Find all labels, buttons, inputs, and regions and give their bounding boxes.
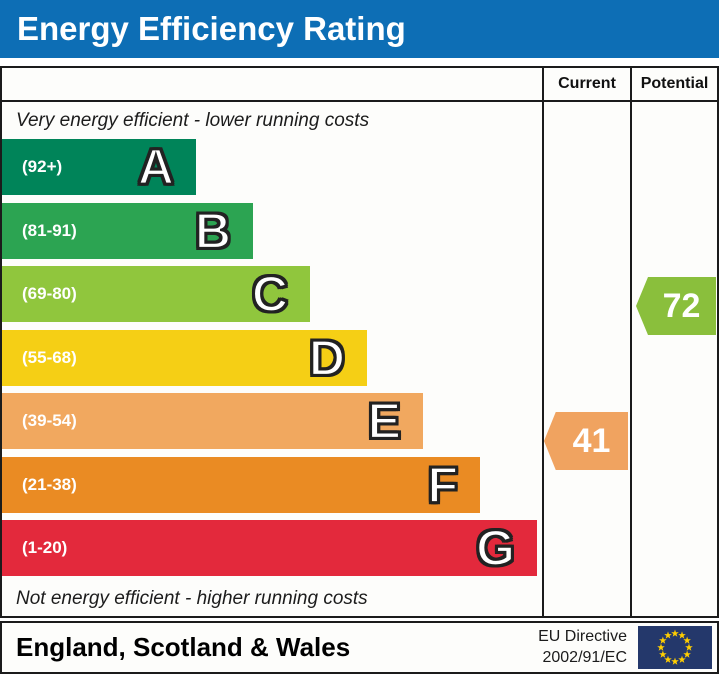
band-a: (92+) A <box>2 139 196 195</box>
band-range-label: (1-20) <box>22 538 68 557</box>
band-g: (1-20) G <box>2 520 537 576</box>
eu-directive-line1: EU Directive <box>538 627 627 645</box>
band-letter: D <box>308 329 346 386</box>
potential-value: 72 <box>662 286 701 325</box>
band-d: (55-68) D <box>2 329 367 386</box>
top-note: Very energy efficient - lower running co… <box>16 110 370 131</box>
band-e: (39-54) E <box>2 393 423 449</box>
band-range-label: (55-68) <box>22 347 77 367</box>
band-letter: F <box>426 456 459 513</box>
eu-directive-label: EU Directive 2002/91/EC <box>538 627 627 669</box>
band-b: (81-91) B <box>2 202 253 259</box>
region-label: England, Scotland & Wales <box>16 632 351 662</box>
band-c: (69-80) C <box>2 266 310 322</box>
band-range-label: (92+) <box>22 157 63 176</box>
footer: England, Scotland & Wales EU Directive 2… <box>0 621 719 674</box>
potential-column-header: Potential <box>640 75 709 92</box>
table-header-row <box>2 68 717 102</box>
current-value: 41 <box>572 421 611 460</box>
current-marker: 41 <box>544 412 628 470</box>
band-letter: B <box>194 202 232 259</box>
bottom-note: Not energy efficient - higher running co… <box>16 588 368 609</box>
page-title: Energy Efficiency Rating <box>17 10 406 47</box>
title-bar: Energy Efficiency Rating <box>0 0 719 58</box>
band-letter: E <box>367 393 403 449</box>
current-column-divider <box>542 68 544 616</box>
band-letter: A <box>137 139 175 195</box>
potential-marker: 72 <box>636 277 716 335</box>
current-column-header: Current <box>558 75 616 92</box>
band-letter: C <box>251 266 289 322</box>
eu-flag-stars <box>638 626 712 669</box>
eu-flag-icon <box>638 626 712 669</box>
band-letter: G <box>475 520 516 576</box>
band-f: (21-38) F <box>2 456 480 513</box>
band-range-label: (21-38) <box>22 474 77 494</box>
band-range-label: (81-91) <box>22 220 77 240</box>
band-range-label: (69-80) <box>22 284 77 303</box>
band-range-label: (39-54) <box>22 411 77 430</box>
eu-directive-line2: 2002/91/EC <box>542 648 627 666</box>
rating-table: Current Potential Very energy efficient … <box>0 66 719 618</box>
potential-column-divider <box>630 68 632 616</box>
